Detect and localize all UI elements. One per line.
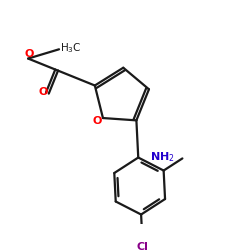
Text: H$_3$C: H$_3$C [60, 41, 82, 55]
Text: Cl: Cl [136, 242, 148, 250]
Text: O: O [92, 116, 102, 126]
Text: NH$_2$: NH$_2$ [150, 150, 175, 164]
Text: O: O [38, 88, 48, 98]
Text: O: O [25, 49, 34, 59]
